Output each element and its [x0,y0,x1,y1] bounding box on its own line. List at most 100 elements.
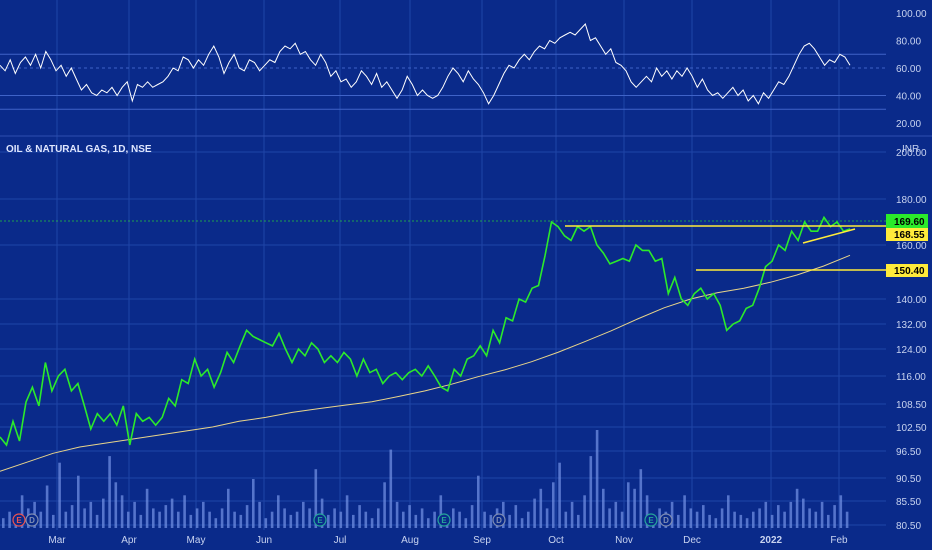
volume-bar [214,518,218,528]
volume-bar [639,469,643,528]
volume-bar [633,488,636,528]
dividend-marker[interactable]: D [492,513,506,527]
volume-bar [239,514,243,528]
volume-bar [602,488,605,528]
volume-bar [177,511,180,528]
volume-bar [502,501,505,528]
volume-bar [733,511,736,528]
price-line [0,215,851,447]
volume-bar [8,511,11,528]
volume-bar [195,508,199,528]
volume-bar [2,518,5,528]
event-marker-label: D [663,516,669,525]
volume-bar [202,501,205,528]
oscillator-pane: 100.00 80.00 60.00 40.00 20.00 [0,9,927,130]
volume-bar [127,511,130,528]
volume-bar [814,511,818,528]
price-tick-label: 132.00 [896,320,927,331]
volume-bar [545,508,549,528]
volume-bar [289,514,293,528]
volume-bar [714,518,718,528]
volume-bar [89,501,93,528]
volume-bar [220,508,224,528]
volume-bar [308,508,311,528]
volume-bar [833,505,836,528]
volume-bar [514,505,518,528]
volume-bar [370,518,374,528]
volume-bar [245,505,249,528]
volume-bar [389,449,393,528]
volume-bar [458,511,461,528]
volume-bar [58,462,61,528]
oscillator-tick-label: 40.00 [896,92,921,103]
dividend-marker[interactable]: D [25,513,39,527]
volume-bar [145,488,149,528]
earnings-marker[interactable]: E [313,513,327,527]
moving-average-line [0,254,851,472]
volume-bar [795,488,799,528]
volume-bar [139,514,143,528]
currency-label: INR [902,144,919,155]
level-badge-1: 168.55 [886,228,928,241]
volume-bar [152,508,155,528]
price-tick-label: 102.50 [896,423,927,434]
price-axis: 200.00 180.00 160.00 140.00 132.00 124.00 116.… [896,148,927,532]
time-tick-label: Oct [548,535,564,546]
earnings-marker[interactable]: E [437,513,451,527]
price-tick-label: 180.00 [896,195,927,206]
volume-bar [670,501,674,528]
volume-bar [483,511,486,528]
volume-bar [520,518,524,528]
volume-bar [420,508,424,528]
time-tick-label: Mar [48,535,66,546]
volume-bar [333,508,336,528]
horizontal-levels[interactable] [565,225,886,271]
volume-bar [120,495,124,528]
volume-bar [808,508,811,528]
price-tick-label: 90.50 [896,474,921,485]
volume-bar [314,469,318,528]
volume-bar [683,495,686,528]
earnings-marker[interactable]: E [12,513,26,527]
volume-bar [433,511,436,528]
oscillator-tick-label: 100.00 [896,9,927,20]
volume-bar [270,511,274,528]
price-tick-label: 85.50 [896,497,921,508]
volume-bar [470,505,474,528]
volume-bar [327,514,330,528]
price-tick-label: 140.00 [896,295,927,306]
volume-bar [258,501,261,528]
price-tick-label: 116.00 [896,372,926,383]
volume-bar [170,498,174,528]
volume-bar [489,514,493,528]
time-tick-label: Nov [615,535,633,546]
volume-bar [39,511,43,528]
volume-bar [770,514,774,528]
volume-bar [845,511,849,528]
time-tick-label: Jun [256,535,272,546]
volume-bar [477,475,480,528]
volume-bar [677,514,680,528]
volume-bar [777,505,780,528]
time-tick-label: Dec [683,535,701,546]
volume-bar [377,508,380,528]
dividend-marker[interactable]: D [659,513,673,527]
last-price-badge: 169.60 [886,214,928,228]
volume-bar [820,501,824,528]
volume-bar [320,498,324,528]
price-tick-label: 80.50 [896,521,921,532]
volume-bar [108,456,111,528]
volume-bars [2,430,849,528]
volume-bar [358,505,361,528]
trend-line[interactable] [802,228,856,244]
price-pane: OIL & NATURAL GAS, 1D, NSE INR 200.00 180… [0,144,928,532]
oscillator-axis: 100.00 80.00 60.00 40.00 20.00 [896,9,927,130]
earnings-marker[interactable]: E [644,513,658,527]
price-tick-label: 124.00 [896,345,927,356]
volume-bar [339,511,343,528]
volume-bar [558,462,561,528]
volume-bar [114,482,118,528]
